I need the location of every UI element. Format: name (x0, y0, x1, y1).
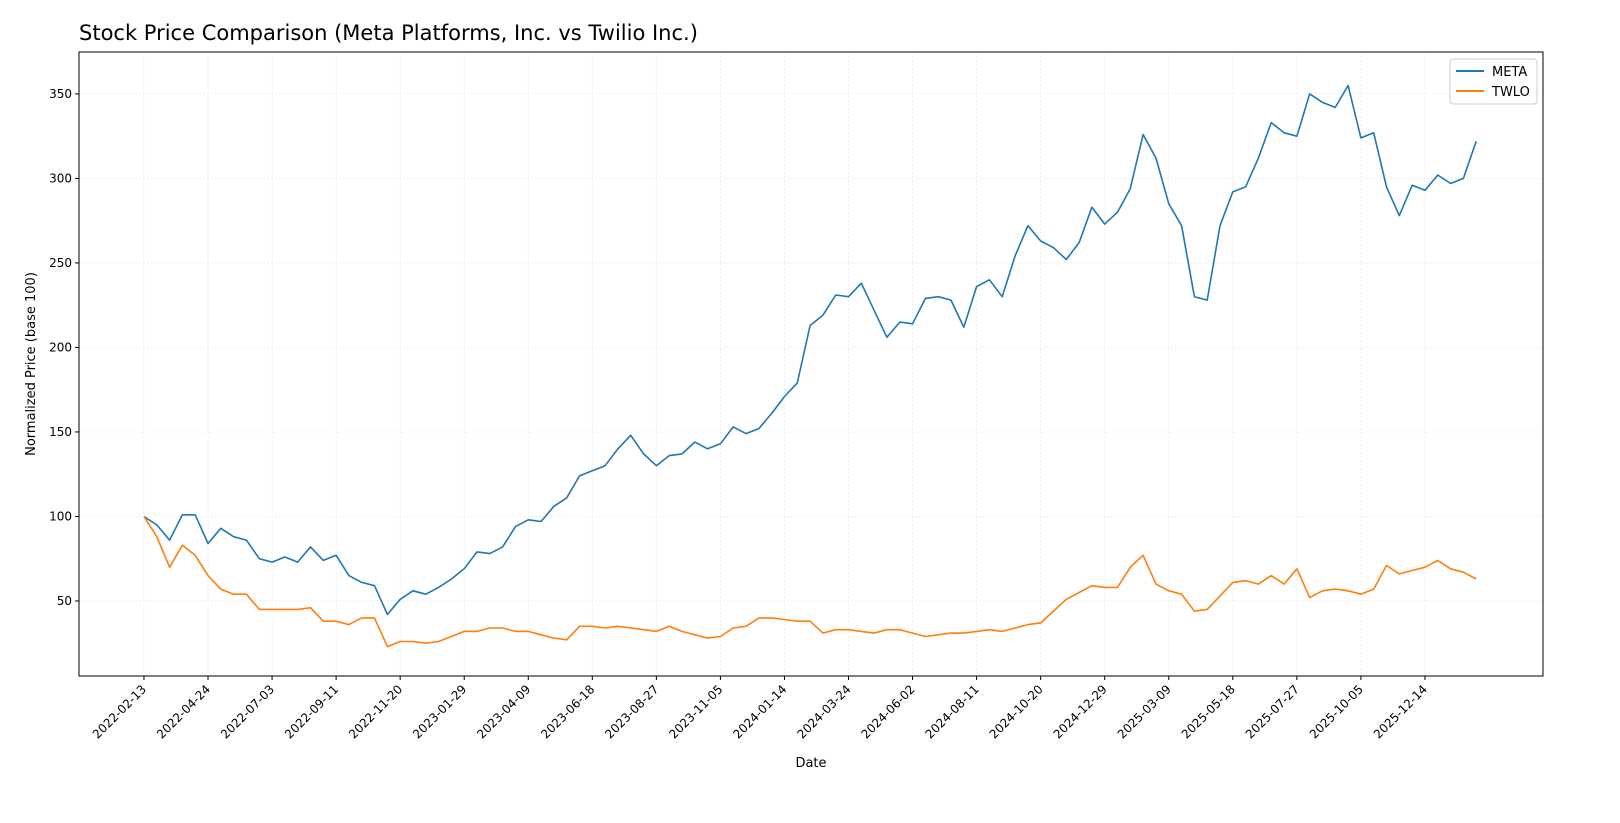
x-tick-label: 2023-11-05 (666, 682, 725, 741)
x-tick-label: 2022-07-03 (218, 682, 277, 741)
grid (79, 52, 1543, 676)
y-tick-label: 250 (49, 256, 72, 270)
chart-title: Stock Price Comparison (Meta Platforms, … (79, 21, 698, 45)
x-tick-label: 2024-12-29 (1051, 682, 1110, 741)
x-axis: 2022-02-13 2022-04-24 2022-07-03 2022-09-11… (90, 676, 1430, 741)
y-tick-label: 350 (49, 87, 72, 101)
x-tick-label: 2022-04-24 (154, 682, 213, 741)
x-tick-label: 2024-01-14 (730, 682, 789, 741)
series-lines (143, 84, 1477, 648)
x-tick-label: 2024-10-20 (987, 682, 1046, 741)
y-tick-label: 50 (57, 594, 72, 608)
y-tick-label: 200 (49, 340, 72, 354)
x-tick-label: 2024-03-24 (794, 682, 853, 741)
x-tick-label: 2022-11-20 (346, 682, 405, 741)
x-tick-label: 2025-12-14 (1371, 682, 1430, 741)
x-tick-label: 2023-08-27 (602, 682, 661, 741)
x-tick-label: 2024-08-11 (923, 682, 982, 741)
y-axis-label: Normalized Price (base 100) (24, 272, 39, 456)
plot-frame (78, 51, 1544, 677)
x-axis-label: Date (795, 756, 826, 771)
x-tick-label: 2025-05-18 (1179, 682, 1238, 741)
y-tick-label: 100 (49, 509, 72, 523)
x-tick-label: 2022-09-11 (282, 682, 341, 741)
x-tick-label: 2025-07-27 (1243, 682, 1302, 741)
x-tick-label: 2024-06-02 (858, 682, 917, 741)
y-tick-label: 150 (49, 425, 72, 439)
x-tick-label: 2023-01-29 (410, 682, 469, 741)
x-tick-label: 2025-03-09 (1115, 682, 1174, 741)
series-line-twlo (143, 516, 1477, 648)
x-tick-label: 2023-04-09 (474, 682, 533, 741)
legend-label-meta: META (1492, 65, 1527, 80)
legend-label-twlo: TWLO (1491, 85, 1530, 100)
y-tick-label: 300 (49, 171, 72, 185)
x-tick-label: 2023-06-18 (538, 682, 597, 741)
series-line-meta (143, 84, 1477, 616)
x-tick-label: 2025-10-05 (1307, 682, 1366, 741)
x-tick-label: 2022-02-13 (90, 682, 149, 741)
legend: META TWLO (1449, 58, 1538, 105)
y-axis: 50 100 150 200 250 300 350 (49, 87, 79, 608)
